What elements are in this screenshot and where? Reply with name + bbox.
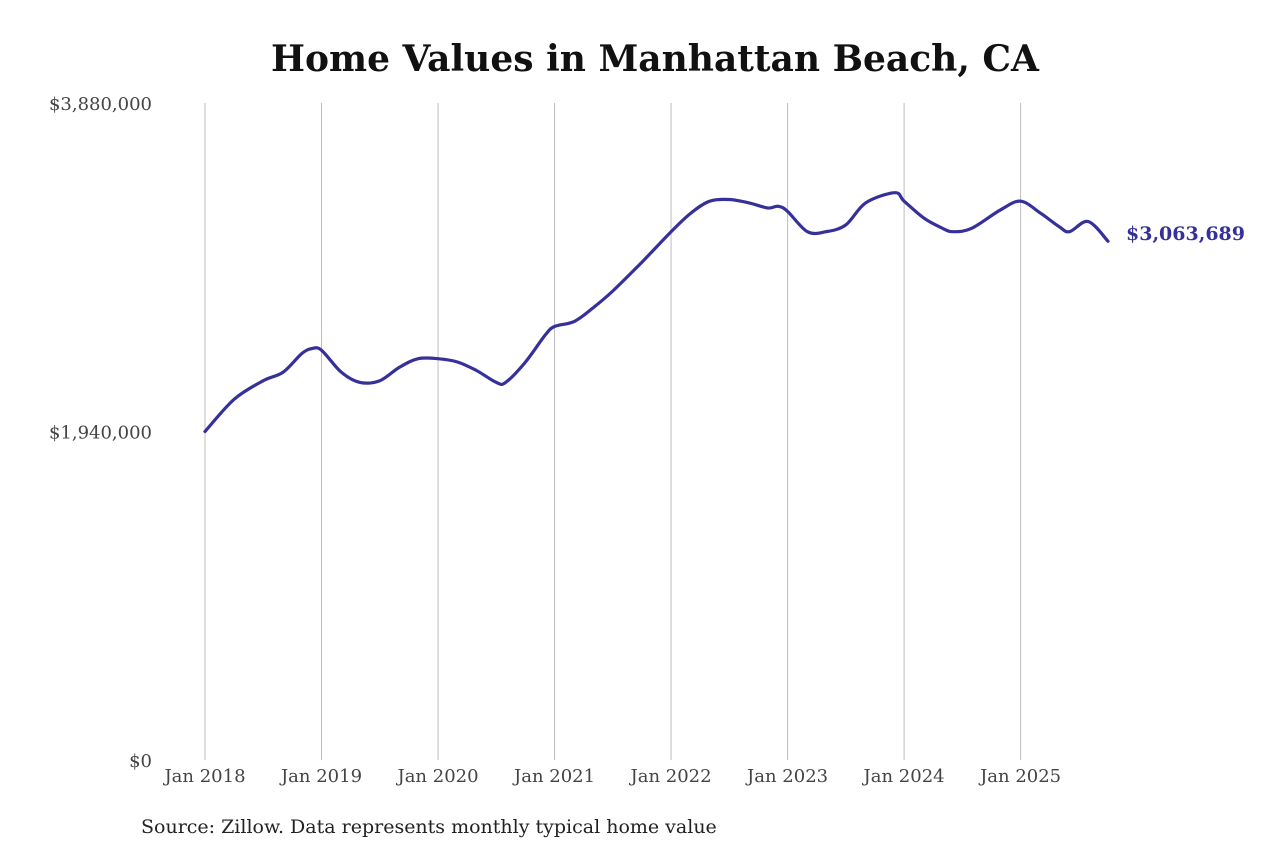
last-value-label: $3,063,689 bbox=[1126, 223, 1245, 245]
y-tick-label: $1,940,000 bbox=[49, 423, 152, 444]
x-tick-label: Jan 2021 bbox=[512, 766, 595, 787]
x-tick-label: Jan 2024 bbox=[862, 766, 945, 787]
x-tick-label: Jan 2025 bbox=[978, 766, 1061, 787]
x-tick-label: Jan 2018 bbox=[162, 766, 245, 787]
x-tick-label: Jan 2023 bbox=[745, 766, 828, 787]
y-tick-label: $3,880,000 bbox=[49, 94, 152, 115]
x-tick-label: Jan 2019 bbox=[279, 766, 362, 787]
source-note: Source: Zillow. Data represents monthly … bbox=[141, 816, 717, 838]
x-tick-label: Jan 2022 bbox=[629, 766, 712, 787]
x-tick-label: Jan 2020 bbox=[395, 766, 478, 787]
home-value-line bbox=[203, 191, 1110, 434]
chart-title: Home Values in Manhattan Beach, CA bbox=[271, 38, 1039, 80]
y-tick-label: $0 bbox=[129, 751, 152, 772]
